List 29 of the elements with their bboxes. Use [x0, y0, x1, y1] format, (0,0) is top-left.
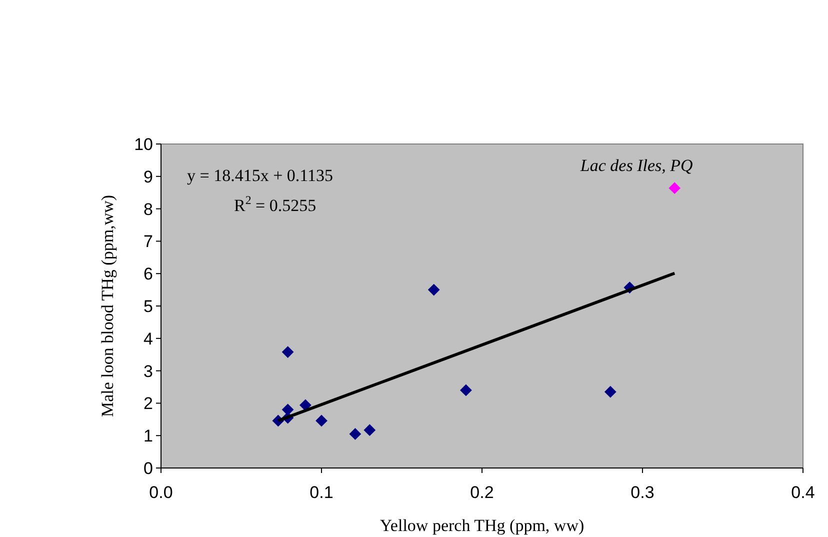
point: [349, 428, 362, 440]
y-tick-label: 10: [134, 134, 153, 154]
point: [460, 384, 472, 396]
x-tick-label: 0.0: [149, 483, 173, 502]
y-tick-label: 5: [144, 296, 153, 316]
y-tick-label: 2: [144, 394, 153, 414]
point: [364, 424, 376, 436]
y-axis-title: Male loon blood THg (ppm,ww): [98, 194, 117, 418]
point: [668, 182, 681, 194]
y-tick-label: 0: [144, 458, 153, 478]
x-tick-label: 0.2: [470, 483, 494, 502]
point: [604, 386, 616, 398]
annotation: R$^{2}$ = 0.5255: [234, 193, 316, 215]
y-tick-label: 3: [144, 362, 153, 381]
y-tick-label: 9: [144, 167, 153, 186]
annotation: Lac des Iles, PQ: [579, 156, 693, 176]
y-tick-label: 4: [144, 329, 153, 348]
x-tick-label: 0.3: [630, 483, 654, 502]
x-tick-label: 0.4: [791, 483, 815, 502]
point: [282, 346, 294, 358]
annotation: y = 18.415x + 0.1135: [187, 166, 334, 185]
y-tick-label: 8: [144, 200, 153, 219]
y-tick-label: 7: [144, 232, 153, 252]
point: [316, 414, 328, 427]
point: [428, 284, 440, 296]
y-tick-label: 6: [144, 264, 153, 284]
x-tick-label: 0.1: [310, 483, 334, 502]
x-axis-title: Yellow perch THg (ppm, ww): [380, 516, 584, 535]
y-tick-label: 1: [144, 426, 153, 446]
